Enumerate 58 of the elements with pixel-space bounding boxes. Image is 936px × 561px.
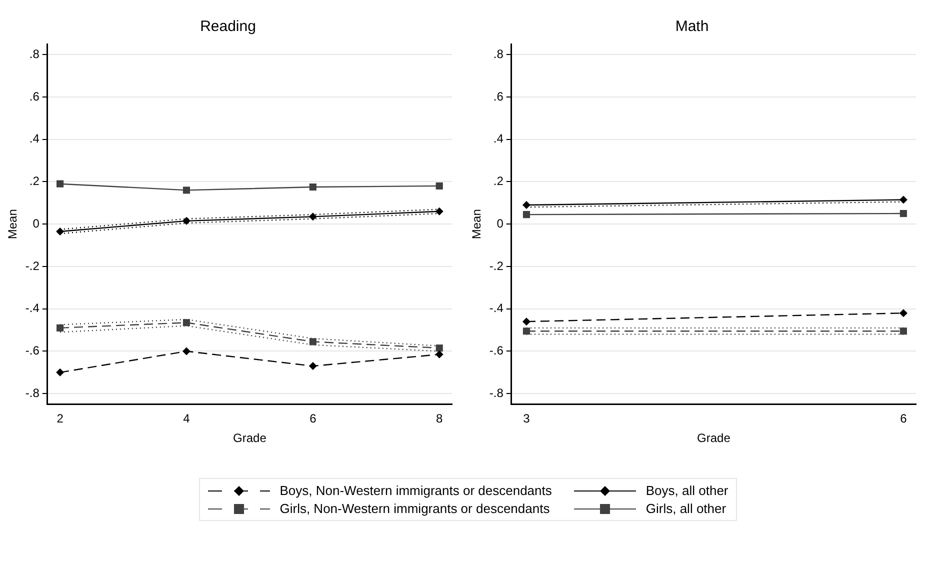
point <box>522 318 530 326</box>
y-tick-label: -.6 <box>25 344 40 358</box>
y-axis-title: Mean <box>6 209 20 240</box>
y-tick-label: .8 <box>29 46 40 61</box>
chart-title: Math <box>675 18 709 36</box>
point <box>182 216 190 225</box>
point <box>56 324 64 332</box>
y-tick-label: -.8 <box>489 386 504 400</box>
x-axis-title: Grade <box>697 431 731 446</box>
point <box>899 309 908 318</box>
y-tick-label: -.2 <box>25 258 40 273</box>
y-tick-label: .2 <box>493 174 504 188</box>
point <box>182 319 190 326</box>
y-tick-label: .4 <box>29 132 40 146</box>
point <box>522 201 530 210</box>
point <box>435 350 444 358</box>
point <box>522 211 530 218</box>
legend-label: Boys, Non-Western immigrants or descendants <box>280 483 552 498</box>
point <box>56 180 64 188</box>
point <box>308 362 317 370</box>
chart-title: Reading <box>200 18 256 36</box>
y-tick-label: -.8 <box>25 386 40 400</box>
x-tick-label: 3 <box>523 412 530 426</box>
x-tick-label: 6 <box>310 412 317 426</box>
point <box>899 196 908 204</box>
y-tick-label: .6 <box>29 89 40 104</box>
point <box>182 347 190 356</box>
y-tick-label: .6 <box>493 89 504 104</box>
y-tick-label: 0 <box>496 216 504 230</box>
y-tick-label: .2 <box>29 174 40 188</box>
x-tick-label: 2 <box>56 412 64 426</box>
y-axis-title: Mean <box>470 209 484 240</box>
y-tick-label: -.2 <box>489 258 504 273</box>
x-tick-label: 4 <box>183 412 190 426</box>
point <box>436 182 443 190</box>
y-tick-label: .4 <box>493 132 504 146</box>
point <box>522 328 530 335</box>
legend-label: Girls, Non-Western immigrants or descendants <box>280 501 550 516</box>
y-tick-label: -.4 <box>489 301 504 316</box>
point <box>900 210 907 218</box>
point <box>56 368 64 376</box>
y-tick-label: -.6 <box>489 344 504 358</box>
point <box>900 328 907 335</box>
point <box>182 186 190 194</box>
y-tick-label: 0 <box>32 216 40 230</box>
x-tick-label: 6 <box>900 412 908 426</box>
point <box>308 212 317 221</box>
point <box>309 338 316 346</box>
y-tick-label: -.4 <box>25 301 40 316</box>
point <box>309 183 316 191</box>
x-axis-title: Grade <box>233 431 267 446</box>
legend-label: Boys, all other <box>646 483 728 498</box>
point <box>435 207 444 216</box>
point <box>436 344 443 352</box>
x-tick-label: 8 <box>436 412 444 426</box>
point <box>56 228 64 236</box>
legend-label: Girls, all other <box>646 501 726 516</box>
y-tick-label: .8 <box>493 46 504 61</box>
